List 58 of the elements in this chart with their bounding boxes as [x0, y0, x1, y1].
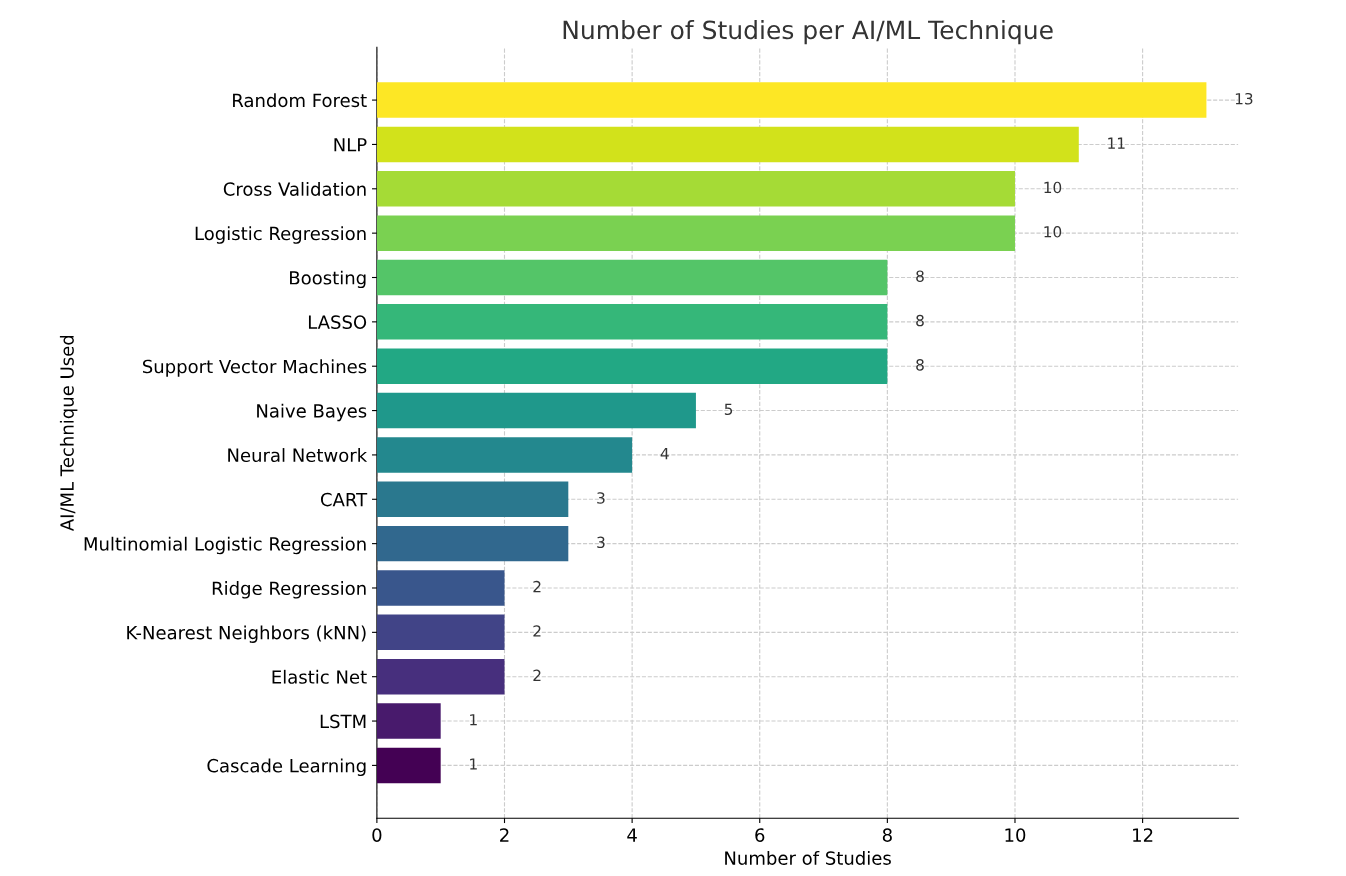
- bar: [376, 437, 633, 473]
- data-label: 10: [1044, 226, 1062, 238]
- data-label: 13: [1235, 92, 1253, 105]
- data-label: 8: [916, 314, 924, 327]
- y-tick-label: Ridge Regression: [212, 581, 366, 599]
- x-tick-label: 10: [1005, 828, 1026, 842]
- y-tick-label: Elastic Net: [272, 669, 367, 684]
- y-tick-label: Cascade Learning: [207, 758, 366, 777]
- y-tick-label: Random Forest: [233, 93, 367, 108]
- data-label: 11: [1108, 137, 1125, 149]
- data-label: 8: [916, 359, 924, 371]
- x-tick-label: 4: [627, 828, 637, 842]
- y-tick-label: K-Nearest Neighbors (kNN): [127, 625, 366, 643]
- data-label: 2: [533, 580, 541, 593]
- x-tick-label: 6: [755, 828, 765, 842]
- y-tick-label: Multinomial Logistic Regression: [84, 536, 366, 555]
- bar: [376, 392, 696, 429]
- x-tick-label: 2: [500, 828, 509, 842]
- y-tick-label: Support Vector Machines: [142, 359, 367, 377]
- y-tick-label: Cross Validation: [223, 181, 366, 196]
- bar: [376, 348, 888, 384]
- data-label: 5: [724, 403, 733, 415]
- x-tick-label: 0: [372, 828, 382, 842]
- bar: [376, 481, 569, 518]
- data-label: 2: [533, 669, 541, 681]
- data-label: 3: [597, 536, 605, 549]
- bar: [376, 570, 505, 606]
- data-label: 4: [660, 448, 669, 460]
- data-label: 10: [1044, 181, 1062, 194]
- bar: [376, 658, 505, 695]
- data-label: 8: [916, 270, 924, 282]
- chart-title: Number of Studies per AI/ML Technique: [563, 19, 1053, 45]
- bar: [376, 82, 1207, 118]
- bar: [376, 126, 1079, 163]
- data-label: 3: [597, 492, 605, 504]
- bar: [376, 171, 1015, 207]
- y-tick-label: Boosting: [290, 270, 366, 289]
- x-axis-title: Number of Studies: [725, 850, 891, 865]
- x-tick-label: 8: [882, 828, 892, 842]
- bar: [376, 259, 888, 296]
- data-label: 1: [470, 714, 477, 726]
- y-tick-label: LSTM: [320, 714, 366, 729]
- y-tick-label: CART: [320, 492, 368, 507]
- y-tick-label: Neural Network: [228, 448, 368, 463]
- y-tick-label: Logistic Regression: [195, 226, 366, 244]
- y-tick-label: LASSO: [308, 315, 367, 329]
- bar: [376, 304, 888, 340]
- bar: [376, 614, 505, 651]
- bar: [376, 525, 569, 562]
- bar: [376, 703, 441, 739]
- data-label: 2: [533, 625, 541, 637]
- bar: [376, 215, 1015, 251]
- y-tick-label: NLP: [334, 138, 367, 152]
- x-tick-label: 12: [1133, 828, 1153, 842]
- y-tick-label: Naive Bayes: [257, 403, 367, 422]
- y-axis-title: AI/ML Technique Used: [59, 335, 78, 532]
- bar: [376, 747, 441, 784]
- data-label: 1: [470, 758, 477, 770]
